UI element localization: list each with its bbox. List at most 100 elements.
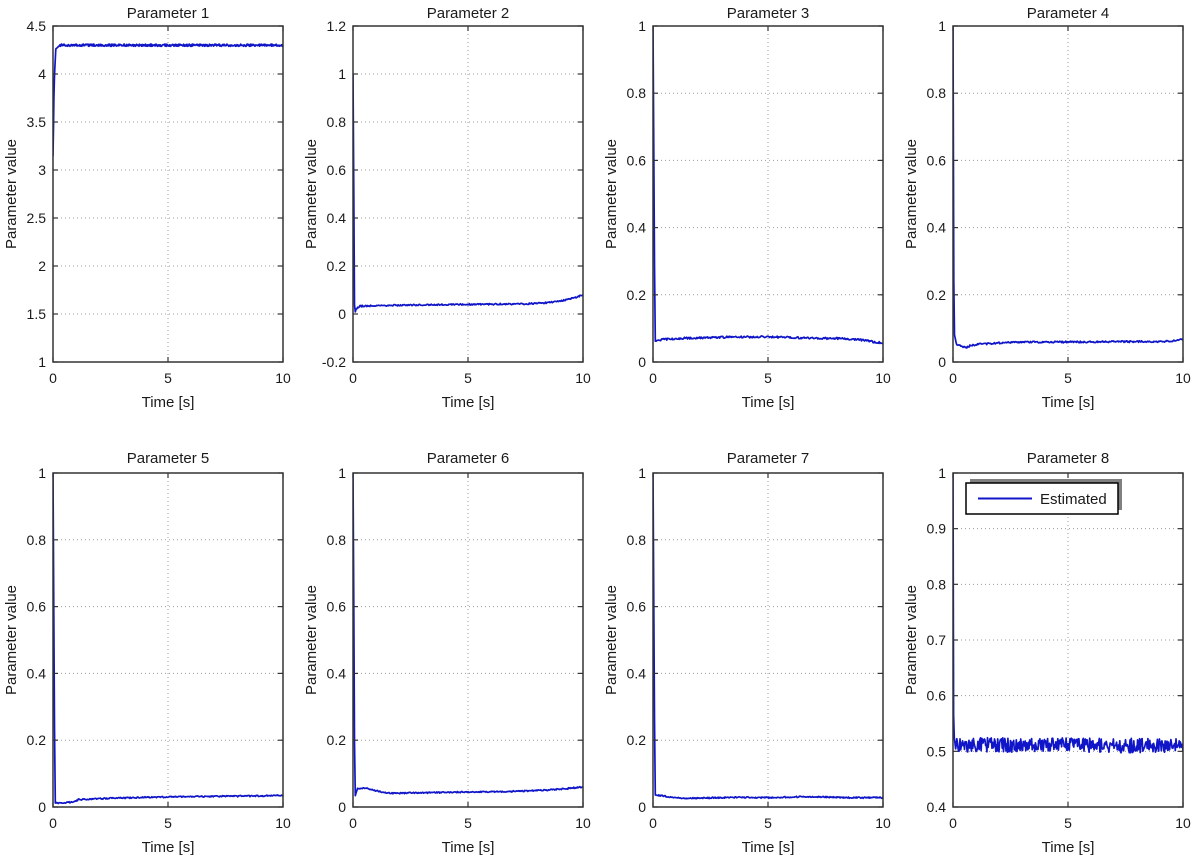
x-axis-label: Time [s] [142,394,195,411]
ytick-label: 0.6 [927,152,947,168]
xtick-label: 5 [464,370,472,386]
subplot-title: Parameter 6 [427,450,510,467]
xtick-label: 10 [875,370,891,386]
ytick-label: 0.6 [27,599,47,615]
ytick-label: 0.8 [27,532,47,548]
ytick-label: 0 [638,354,646,370]
ytick-label: 1 [638,18,646,34]
subplot-title: Parameter 7 [727,450,810,467]
xtick-label: 0 [49,370,57,386]
y-axis-label: Parameter value [3,585,20,695]
ytick-label: 0.4 [927,799,947,815]
ytick-label: 0.6 [627,599,647,615]
xtick-label: 5 [1064,370,1072,386]
ytick-label: 2.5 [27,210,47,226]
ytick-label: 0.4 [327,665,347,681]
subplot-parameter-5: 0 0.2 0.4 0.6 0.8 1 0 5 10 Parameter 5 Time [s] Par… [0,430,300,857]
x-axis-label: Time [s] [1042,394,1095,411]
estimated-line [353,73,583,313]
plot-area [353,473,583,807]
ytick-label: 0.2 [627,732,647,748]
ytick-label: 0 [338,306,346,322]
ytick-label: 3.5 [27,114,47,130]
ytick-label: 0.4 [27,665,47,681]
ytick-label: 2 [38,258,46,274]
ytick-label: 0.8 [627,85,647,101]
xtick-label: 10 [575,815,591,831]
x-axis-label: Time [s] [1042,839,1095,856]
ytick-label: 0.2 [327,258,347,274]
ytick-label: 0.8 [927,576,947,592]
estimated-line [53,473,283,805]
y-axis-label: Parameter value [603,585,620,695]
subplot-parameter-2: -0.2 0 0.2 0.4 0.6 0.8 1 1.2 0 5 10 Parameter 2 Time… [300,0,600,430]
subplot-title: Parameter 4 [1027,5,1110,22]
ytick-label: 0.6 [627,152,647,168]
ytick-label: 0.6 [327,599,347,615]
xtick-label: 10 [1175,370,1191,386]
ytick-label: 0.5 [927,743,947,759]
ytick-label: 0.6 [927,688,947,704]
subplot-parameter-3: 0 0.2 0.4 0.6 0.8 1 0 5 10 Parameter 3 Time [s] Par… [600,0,900,430]
ytick-label: 0.2 [327,732,347,748]
subplot-title: Parameter 5 [127,450,210,467]
y-axis-label: Parameter value [903,139,920,249]
ytick-label: 0.8 [327,532,347,548]
ytick-label: 0.8 [627,532,647,548]
y-axis-label: Parameter value [603,139,620,249]
estimated-line [953,473,1183,754]
ytick-label: 0.2 [627,287,647,303]
x-axis-label: Time [s] [442,839,495,856]
xtick-label: 5 [764,370,772,386]
x-axis-label: Time [s] [742,839,795,856]
ytick-label: 0.9 [927,521,947,537]
xtick-label: 10 [575,370,591,386]
ytick-label: 1.5 [27,306,47,322]
estimated-line [653,26,883,345]
ytick-label: 0.4 [627,220,647,236]
xtick-label: 0 [949,815,957,831]
subplot-title: Parameter 8 [1027,450,1110,467]
xtick-label: 0 [649,370,657,386]
ytick-label: 0 [338,799,346,815]
ytick-label: 0 [638,799,646,815]
xtick-label: 0 [349,370,357,386]
x-axis-label: Time [s] [742,394,795,411]
plot-area [953,473,1183,807]
y-axis-label: Parameter value [303,139,320,249]
ytick-label: 0.4 [627,665,647,681]
ytick-label: 3 [38,162,46,178]
plot-area [53,473,283,807]
ytick-label: 4.5 [27,18,47,34]
ytick-label: 1 [38,465,46,481]
ytick-label: 0.7 [927,632,947,648]
y-axis-label: Parameter value [303,585,320,695]
ytick-label: 0.2 [927,287,947,303]
x-axis-label: Time [s] [442,394,495,411]
xtick-label: 0 [949,370,957,386]
xtick-label: 5 [164,370,172,386]
ytick-label: 0.4 [927,220,947,236]
subplot-title: Parameter 1 [127,5,210,22]
ytick-label: 0.2 [27,732,47,748]
xtick-label: 5 [1064,815,1072,831]
estimated-line [653,473,883,800]
subplot-parameter-8: 0.4 0.5 0.6 0.7 0.8 0.9 1 0 5 10 Parameter 8 Time [… [900,430,1200,857]
x-axis-label: Time [s] [142,839,195,856]
xtick-label: 5 [464,815,472,831]
ytick-label: 1 [338,465,346,481]
ytick-label: 0 [38,799,46,815]
subplot-parameter-6: 0 0.2 0.4 0.6 0.8 1 0 5 10 Parameter 6 Time [s] Par… [300,430,600,857]
xtick-label: 5 [164,815,172,831]
ytick-label: 1 [38,354,46,370]
ytick-label: -0.2 [322,354,346,370]
ytick-label: 0.8 [327,114,347,130]
legend-label: Estimated [1040,491,1107,508]
ytick-label: 0.6 [327,162,347,178]
